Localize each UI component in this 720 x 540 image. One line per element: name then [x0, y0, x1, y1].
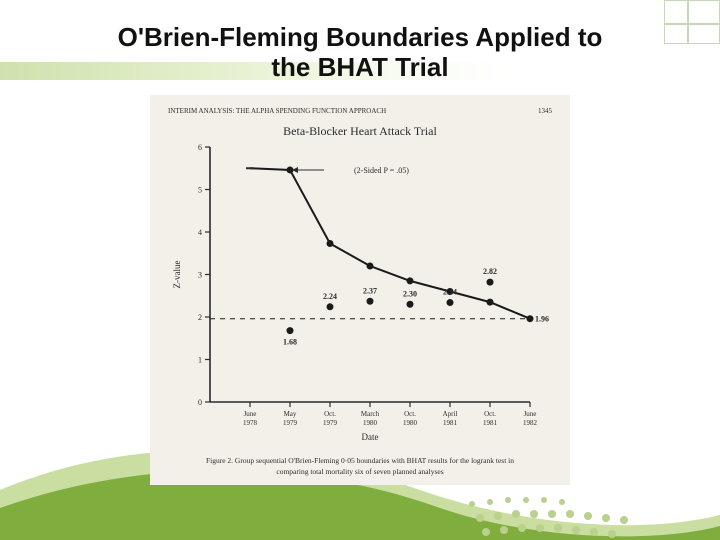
- svg-text:Oct.: Oct.: [404, 410, 416, 418]
- svg-text:5: 5: [198, 186, 202, 195]
- x-axis-label: Date: [362, 432, 379, 442]
- final-label: 1.96: [535, 315, 549, 324]
- svg-text:Oct.: Oct.: [484, 410, 496, 418]
- svg-text:May: May: [284, 410, 297, 418]
- figure-caption-2: comparing total mortality six of seven p…: [276, 467, 443, 476]
- svg-text:1980: 1980: [363, 419, 378, 427]
- svg-text:March: March: [361, 410, 380, 418]
- boundary-curve: [250, 168, 530, 318]
- svg-text:1978: 1978: [243, 419, 258, 427]
- svg-text:2.34: 2.34: [443, 288, 457, 297]
- svg-text:Oct.: Oct.: [324, 410, 336, 418]
- svg-text:2.24: 2.24: [323, 292, 337, 301]
- svg-text:2.82: 2.82: [483, 267, 497, 276]
- svg-text:1982: 1982: [523, 419, 538, 427]
- svg-text:1.68: 1.68: [283, 338, 297, 347]
- page-title: O'Brien-Fleming Boundaries Applied to th…: [40, 23, 680, 83]
- svg-text:4: 4: [198, 228, 202, 237]
- p-value-annotation: (2-Sided P = .05): [354, 166, 409, 175]
- svg-text:April: April: [443, 410, 458, 418]
- slide: O'Brien-Fleming Boundaries Applied to th…: [0, 0, 720, 540]
- svg-text:1979: 1979: [323, 419, 338, 427]
- title-line-2: the BHAT Trial: [40, 53, 680, 83]
- figure-subtitle: Beta-Blocker Heart Attack Trial: [283, 124, 437, 138]
- svg-text:1: 1: [198, 356, 202, 365]
- svg-text:June: June: [524, 410, 537, 418]
- svg-text:1981: 1981: [443, 419, 458, 427]
- svg-text:1981: 1981: [483, 419, 498, 427]
- figure-panel: INTERIM ANALYSIS: THE ALPHA SPENDING FUN…: [150, 95, 570, 485]
- figure-header-right: 1345: [538, 107, 553, 115]
- svg-text:3: 3: [198, 271, 202, 280]
- svg-text:2.30: 2.30: [403, 289, 417, 298]
- figure-caption: Figure 2. Group sequential O'Brien-Flemi…: [206, 456, 514, 465]
- svg-text:6: 6: [198, 143, 202, 152]
- y-axis-label: Z-value: [172, 261, 182, 289]
- svg-text:2.37: 2.37: [363, 286, 377, 295]
- svg-text:June: June: [244, 410, 257, 418]
- svg-text:1980: 1980: [403, 419, 418, 427]
- figure-svg: INTERIM ANALYSIS: THE ALPHA SPENDING FUN…: [150, 95, 570, 485]
- svg-text:2: 2: [198, 313, 202, 322]
- figure-header-left: INTERIM ANALYSIS: THE ALPHA SPENDING FUN…: [168, 107, 386, 115]
- svg-text:0: 0: [198, 398, 202, 407]
- title-line-1: O'Brien-Fleming Boundaries Applied to: [40, 23, 680, 53]
- svg-text:1979: 1979: [283, 419, 298, 427]
